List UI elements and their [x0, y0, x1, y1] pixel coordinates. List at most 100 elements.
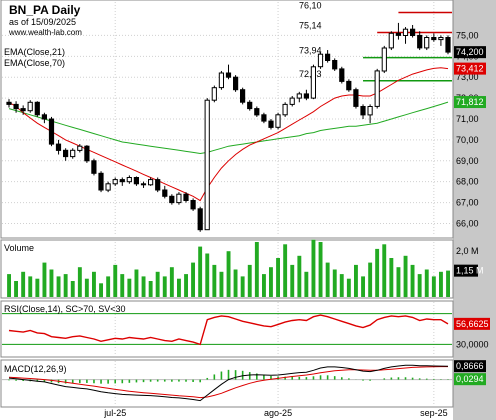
volume-bar: [262, 274, 266, 297]
candle-down: [417, 34, 423, 49]
volume-bar: [99, 283, 103, 298]
volume-bar: [205, 253, 210, 297]
price-tag-label: 74,200: [456, 47, 484, 57]
macd-tag-label: 0,0294: [456, 374, 484, 384]
volume-bar: [198, 246, 203, 297]
volume-bar: [28, 276, 33, 297]
volume-bar: [56, 276, 61, 297]
candle-up: [27, 101, 33, 112]
chart-title: BN_PA Daily: [9, 3, 81, 17]
candle-down: [325, 53, 331, 62]
ema70-line: [8, 101, 449, 155]
rsi-tag-box: [454, 317, 490, 330]
legend-ema70: EMA(Close,70): [4, 58, 65, 68]
price-layer: 76,10 75,14 73,94 72,83: [6, 0, 452, 232]
y-tick-label: 66,00: [456, 218, 479, 228]
volume-bar: [354, 264, 358, 297]
candle-up: [388, 32, 394, 49]
volume-bar: [70, 281, 75, 297]
candle-down: [190, 200, 196, 210]
volume-bar: [304, 271, 309, 297]
volume-bar: [361, 276, 365, 297]
volume-bar: [148, 281, 153, 297]
volume-bar: [35, 278, 40, 297]
x-tick-label: jul-25: [103, 408, 126, 418]
rsi-tag-label: 56,6625: [456, 319, 489, 329]
volume-bar: [424, 269, 429, 297]
candle-up: [310, 66, 316, 99]
price-tag-box: [454, 96, 486, 109]
volume-bar: [276, 258, 280, 297]
candle-down: [162, 189, 168, 197]
volume-bar: [247, 264, 252, 297]
rsi-tick-label: 30,0000: [456, 339, 489, 349]
x-tick-label: sep-25: [420, 408, 448, 418]
candle-up: [148, 179, 154, 186]
candle-down: [395, 32, 401, 36]
volume-bar: [226, 251, 231, 297]
axis-layer: jul-25 ago-25 sep-25 66,00 67,00 68,00 69,00 70…: [103, 30, 490, 418]
chart-subtitle: as of 15/09/2025: [9, 17, 76, 27]
candle-up: [126, 177, 132, 183]
candle-down: [13, 103, 19, 110]
candle-down: [20, 108, 26, 112]
volume-tick-label: 2,0 M: [456, 246, 479, 256]
macd-panel-frame: [0, 359, 454, 408]
volume-bar: [21, 271, 26, 297]
rsi-layer: [2, 313, 452, 346]
volume-bar: [283, 244, 288, 297]
volume-bar: [127, 278, 132, 297]
volume-bar: [417, 274, 422, 297]
y-tick-label: 69,00: [456, 156, 479, 166]
volume-bar: [332, 269, 337, 297]
volume-bar: [212, 264, 217, 297]
volume-bar: [410, 264, 415, 297]
volume-bar: [113, 264, 118, 297]
volume-bar: [290, 264, 295, 297]
candle-down: [445, 37, 451, 53]
candle-down: [98, 172, 104, 191]
volume-bar: [63, 274, 68, 297]
macd-panel-title: MACD(12,26,9): [4, 364, 67, 374]
macd-layer: [2, 364, 452, 402]
candle-down: [119, 179, 125, 183]
volume-bar: [155, 271, 160, 297]
volume-bar: [446, 270, 450, 297]
volume-bar: [269, 267, 273, 297]
volume-bar: [219, 271, 224, 297]
volume-layer: [7, 239, 450, 298]
candle-down: [360, 106, 366, 116]
y-tick-label: 75,00: [456, 30, 479, 40]
candle-down: [55, 143, 62, 151]
volume-bar: [7, 274, 11, 297]
volume-bar: [49, 269, 54, 297]
candle-down: [339, 68, 345, 82]
macd-tag-label: 0,8666: [456, 361, 484, 371]
volume-bar: [396, 267, 401, 297]
volume-bar: [297, 255, 302, 298]
candle-up: [112, 179, 118, 185]
price-tag-box: [454, 46, 486, 59]
candle-down: [261, 114, 267, 122]
volume-bar: [92, 271, 96, 297]
macd-line: [8, 364, 449, 402]
legend-ema21: EMA(Close,21): [4, 47, 65, 57]
volume-tag-label: 1,15 M: [456, 266, 484, 276]
candle-down: [303, 93, 309, 99]
volume-bar: [311, 239, 316, 297]
candle-down: [410, 28, 416, 37]
candle-down: [140, 183, 147, 186]
candle-down: [332, 60, 338, 70]
candle-up: [275, 114, 281, 128]
y-tick-label: 68,00: [456, 177, 479, 187]
level-label: 75,14: [299, 21, 322, 31]
volume-bar: [77, 267, 82, 297]
candle-down: [91, 160, 97, 174]
volume-bar: [368, 262, 373, 297]
volume-bar: [339, 274, 344, 297]
macd-tag-box: [454, 373, 486, 386]
candle-down: [346, 80, 352, 91]
rsi-panel-frame: [0, 300, 454, 358]
y-tick-label: 73,00: [456, 72, 479, 82]
y-tick-label: 67,00: [456, 198, 479, 208]
